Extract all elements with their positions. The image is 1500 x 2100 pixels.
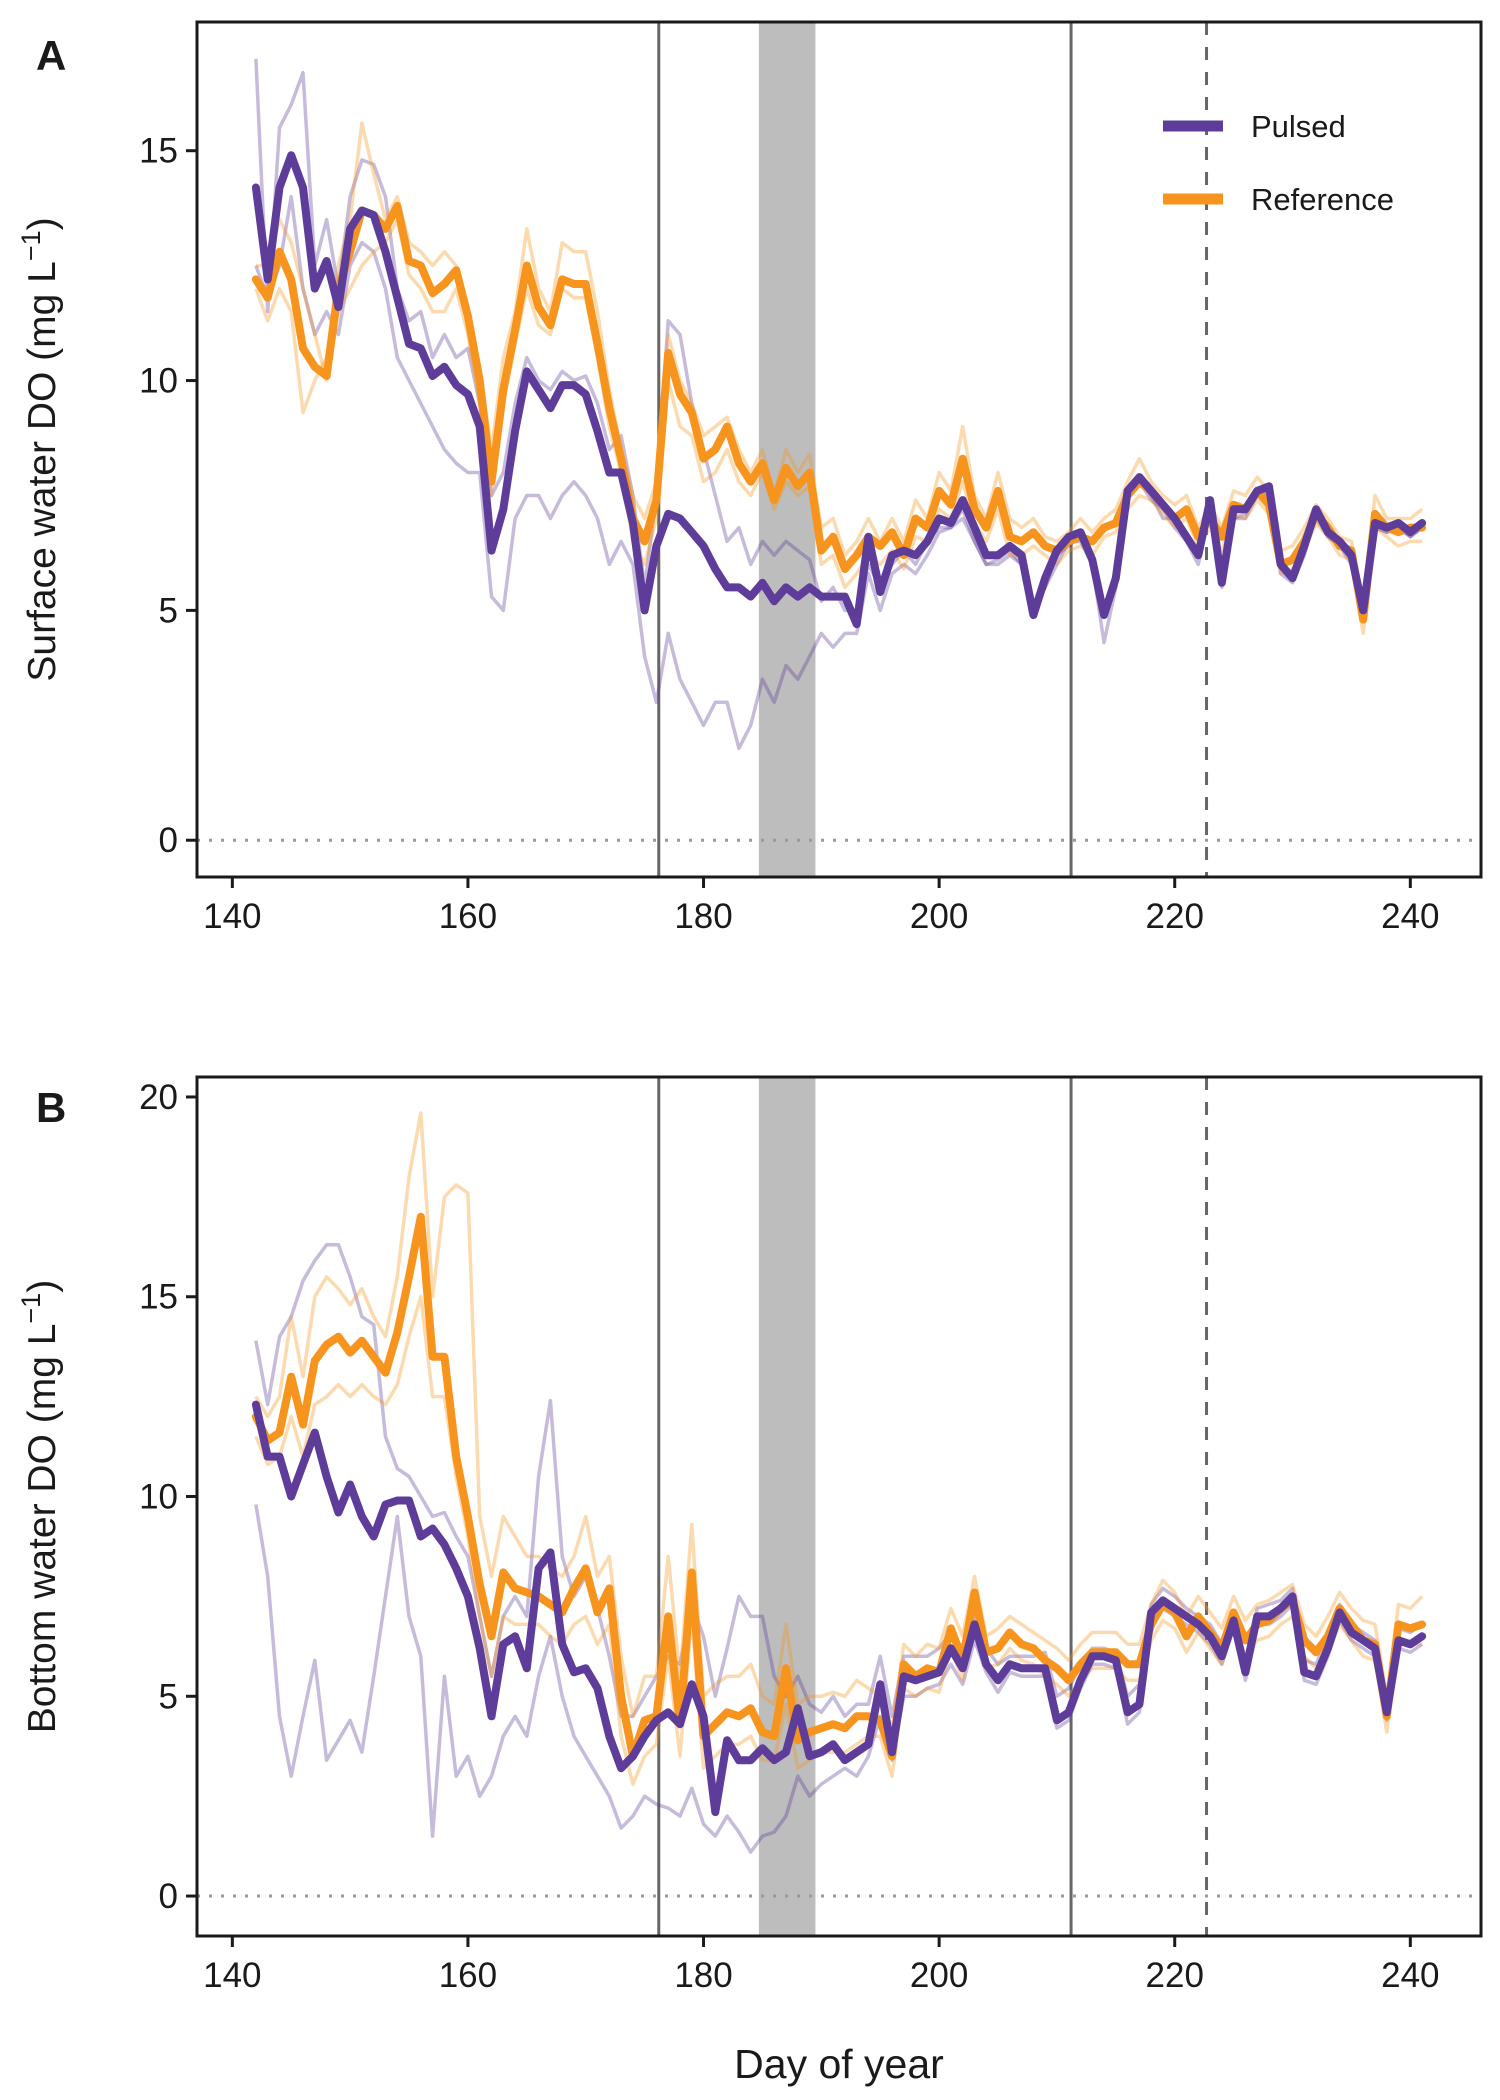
panel-b: 140 160 180 200 220 240 0 5 10 15 20 B Bottom water … [16, 1075, 1483, 2087]
x-tick-label: 160 [439, 897, 497, 936]
series-line-reference [251, 201, 1427, 624]
y-tick-label: 20 [139, 1078, 178, 1117]
panel-letter: B [36, 1084, 66, 1131]
y-tick-label: 5 [159, 1677, 178, 1716]
x-tick-label: 220 [1146, 897, 1204, 936]
plot-frame [195, 1075, 1483, 1938]
x-tick-label: 180 [674, 897, 732, 936]
plot-frame [195, 20, 1483, 879]
y-tick-label: 15 [139, 132, 178, 171]
x-tick-label: 200 [910, 1956, 968, 1995]
series-line-pulsed [251, 151, 1427, 629]
plot-area [197, 22, 1481, 877]
x-axis-label: Day of year [734, 2041, 944, 2087]
legend-label-pulsed: Pulsed [1251, 109, 1346, 144]
x-tick-label: 240 [1381, 1956, 1439, 1995]
x-tick-label: 200 [910, 897, 968, 936]
panel-letter: A [36, 32, 66, 79]
legend-label-reference: Reference [1251, 182, 1394, 217]
series-line-pulsed [251, 1400, 1427, 1817]
x-tick-label: 180 [674, 1956, 732, 1995]
replicate-line-reference [254, 1111, 1424, 1730]
y-axis-label: Surface water DO (mg L−1) [16, 217, 64, 681]
legend: Pulsed Reference [1163, 109, 1394, 217]
y-tick-label: 0 [159, 821, 178, 860]
x-tick-label: 160 [439, 1956, 497, 1995]
y-tick-label: 5 [159, 591, 178, 630]
y-axis-label: Bottom water DO (mg L−1) [16, 1280, 64, 1733]
y-tick-label: 0 [159, 1877, 178, 1916]
shaded-band [758, 22, 816, 877]
plot-area [197, 1077, 1481, 1936]
y-tick-label: 10 [139, 362, 178, 401]
y-tick-label: 15 [139, 1278, 178, 1317]
panel-a: 140 160 180 200 220 240 0 5 10 15 A Surface water D… [16, 20, 1483, 936]
x-tick-label: 220 [1146, 1956, 1204, 1995]
shaded-band [758, 1077, 816, 1936]
x-tick-label: 240 [1381, 897, 1439, 936]
x-tick-label: 140 [203, 897, 261, 936]
x-tick-label: 140 [203, 1956, 261, 1995]
y-tick-label: 10 [139, 1478, 178, 1517]
